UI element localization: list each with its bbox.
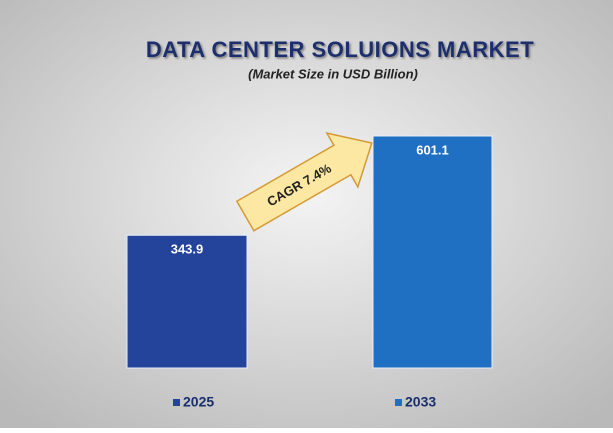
bar	[126, 234, 248, 369]
chart-title: DATA CENTER SOLUIONS MARKET	[146, 37, 534, 62]
value-label: 601.1	[416, 142, 449, 157]
value-label: 343.9	[171, 242, 204, 257]
legend-swatch	[395, 399, 402, 406]
legend-swatch	[173, 399, 180, 406]
bar	[372, 135, 493, 369]
legend-label: 2033	[405, 394, 436, 410]
legend-label: 2025	[183, 394, 214, 410]
chart-subtitle: (Market Size in USD Billion)	[248, 66, 418, 81]
arrow-shape	[235, 132, 373, 232]
